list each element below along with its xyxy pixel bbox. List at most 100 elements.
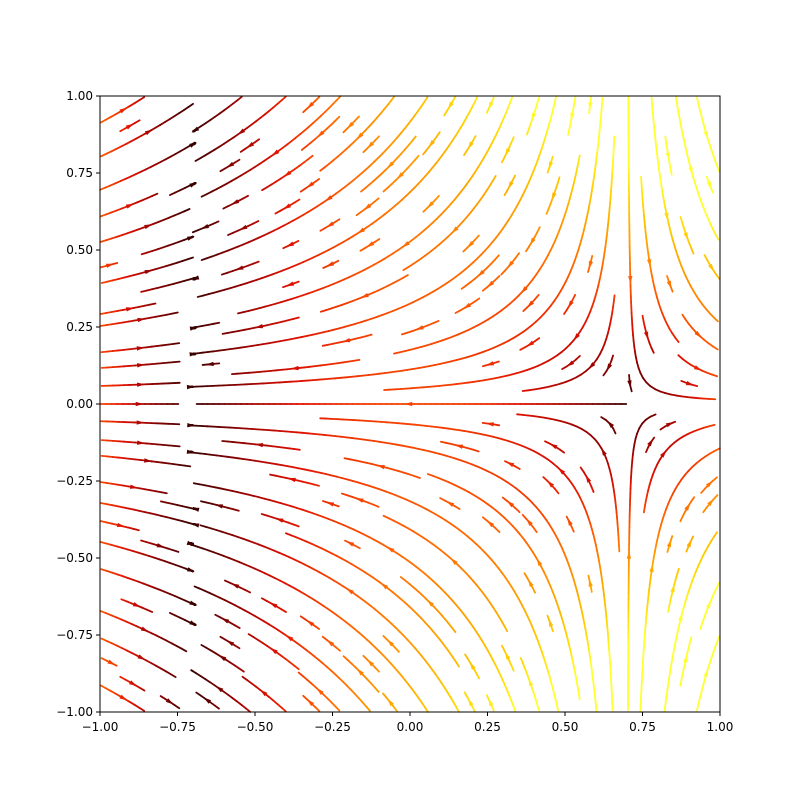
streamline-segment bbox=[505, 480, 513, 486]
streamline-segment bbox=[669, 666, 672, 674]
streamline-segment bbox=[137, 551, 145, 556]
streamline-segment bbox=[487, 241, 494, 248]
streamline-segment bbox=[231, 489, 239, 494]
streamline bbox=[260, 597, 287, 613]
streamline-segment bbox=[598, 130, 601, 138]
streamline-segment bbox=[362, 438, 370, 442]
streamline-segment bbox=[351, 437, 359, 440]
streamline-segment bbox=[345, 621, 352, 627]
streamline-segment bbox=[378, 650, 385, 657]
streamline-segment bbox=[439, 497, 447, 502]
streamline-segment bbox=[510, 483, 517, 489]
streamline-segment bbox=[596, 141, 600, 149]
streamline-segment bbox=[417, 296, 425, 301]
streamline-segment bbox=[653, 129, 656, 138]
streamline-segment bbox=[556, 538, 562, 545]
streamline bbox=[274, 198, 301, 215]
streamline-segment bbox=[200, 193, 208, 198]
streamline-segment bbox=[247, 493, 255, 497]
streamline-arrow bbox=[144, 224, 153, 230]
streamline-segment bbox=[431, 288, 439, 293]
streamline-segment bbox=[417, 697, 423, 704]
streamline-segment bbox=[399, 576, 407, 582]
streamline-segment bbox=[707, 218, 712, 226]
streamline-arrow bbox=[326, 261, 335, 267]
streamline bbox=[99, 208, 191, 243]
streamline-segment bbox=[715, 581, 721, 589]
streamline-segment bbox=[269, 574, 276, 580]
streamline-arrow bbox=[531, 112, 537, 122]
streamline-segment bbox=[484, 245, 490, 252]
streamline-arrow bbox=[239, 224, 248, 231]
streamline-segment bbox=[382, 692, 388, 699]
streamline-segment bbox=[695, 565, 700, 573]
streamline-segment bbox=[191, 544, 199, 548]
streamline-segment bbox=[126, 548, 134, 552]
streamline-segment bbox=[713, 316, 719, 323]
streamline-segment bbox=[270, 462, 278, 466]
streamline-segment bbox=[329, 434, 337, 438]
streamline-segment bbox=[179, 565, 187, 570]
streamline-segment bbox=[585, 633, 589, 641]
streamline bbox=[399, 576, 457, 634]
streamline-segment bbox=[599, 119, 602, 127]
streamline-segment bbox=[393, 666, 400, 673]
streamline-segment bbox=[363, 533, 371, 538]
streamline-segment bbox=[551, 528, 557, 536]
streamline-arrow bbox=[684, 502, 691, 511]
streamline-segment bbox=[687, 585, 692, 593]
streamline-segment bbox=[357, 481, 365, 486]
streamline-arrow bbox=[551, 192, 557, 201]
streamline-segment bbox=[595, 704, 598, 713]
streamline bbox=[667, 567, 680, 613]
streamline-segment bbox=[131, 550, 140, 554]
streamline-segment bbox=[672, 644, 676, 653]
streamline-arrow bbox=[191, 523, 200, 528]
streamline-segment bbox=[593, 688, 596, 696]
streamline-segment bbox=[373, 440, 381, 443]
streamline-segment bbox=[400, 675, 407, 682]
streamline-segment bbox=[327, 518, 335, 522]
streamline-segment bbox=[347, 478, 355, 483]
streamline-segment bbox=[707, 540, 712, 548]
streamline-segment bbox=[422, 293, 429, 299]
streamline-segment bbox=[556, 704, 560, 712]
streamline-segment bbox=[207, 350, 215, 353]
streamline-arrow bbox=[200, 223, 210, 229]
streamline-segment bbox=[534, 159, 539, 167]
streamline-segment bbox=[106, 279, 114, 283]
streamline-segment bbox=[203, 484, 212, 488]
streamline bbox=[100, 342, 181, 354]
streamline-segment bbox=[714, 447, 721, 452]
streamline-segment bbox=[680, 128, 684, 136]
streamline-segment bbox=[327, 328, 336, 332]
streamline-segment bbox=[317, 601, 325, 607]
streamline-segment bbox=[664, 392, 672, 396]
streamline-arrow bbox=[135, 401, 144, 407]
streamline-arrow bbox=[221, 617, 230, 624]
streamline-segment bbox=[670, 655, 674, 664]
streamline-segment bbox=[186, 256, 194, 261]
streamline-segment bbox=[117, 348, 125, 352]
streamline-segment bbox=[679, 123, 683, 131]
streamline-segment bbox=[384, 490, 392, 495]
streamline-segment bbox=[659, 179, 663, 187]
streamline-segment bbox=[400, 444, 409, 448]
streamline-segment bbox=[269, 499, 277, 503]
streamline-segment bbox=[466, 535, 473, 542]
streamline-arrow bbox=[446, 501, 455, 507]
streamline-segment bbox=[319, 472, 328, 476]
streamline bbox=[239, 138, 261, 153]
streamline-segment bbox=[260, 513, 268, 517]
streamline-arrow bbox=[119, 694, 128, 701]
streamline-segment bbox=[580, 606, 584, 614]
streamline-segment bbox=[637, 366, 642, 374]
streamline-segment bbox=[655, 146, 658, 154]
streamline-segment bbox=[342, 655, 349, 661]
streamline-segment bbox=[423, 572, 430, 579]
streamline bbox=[426, 473, 581, 701]
streamline-arrow bbox=[214, 504, 224, 509]
streamline-segment bbox=[500, 477, 508, 483]
streamline-segment bbox=[569, 568, 574, 576]
